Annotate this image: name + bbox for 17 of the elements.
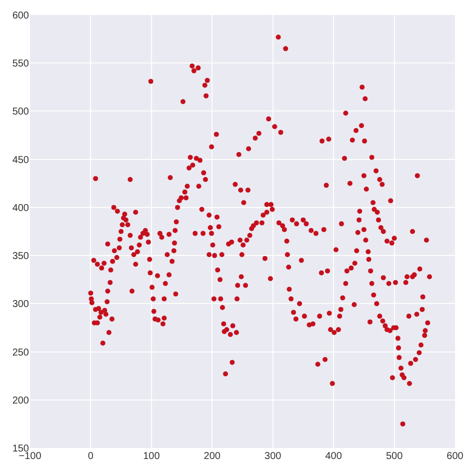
- y-tick-label: 600: [12, 10, 30, 22]
- x-tick-label: 0: [88, 451, 94, 462]
- y-tick-label: 250: [12, 347, 30, 358]
- y-tick-label: 300: [12, 299, 30, 310]
- x-tick-label: 600: [446, 451, 464, 462]
- y-tick-label: 350: [12, 251, 30, 262]
- x-tick-label: 500: [386, 451, 404, 462]
- x-tick-label: 400: [325, 451, 342, 462]
- x-tick-label: 100: [143, 451, 160, 462]
- y-tick-label: 550: [12, 58, 30, 70]
- y-tick-label: 200: [12, 395, 30, 406]
- y-tick-label: 500: [12, 106, 30, 118]
- y-tick-label: 450: [12, 154, 30, 166]
- y-tick-label: 400: [12, 202, 30, 214]
- x-tick-label: 200: [204, 451, 221, 462]
- x-tick-label: −100: [18, 451, 42, 462]
- x-tick-label: 300: [264, 451, 282, 462]
